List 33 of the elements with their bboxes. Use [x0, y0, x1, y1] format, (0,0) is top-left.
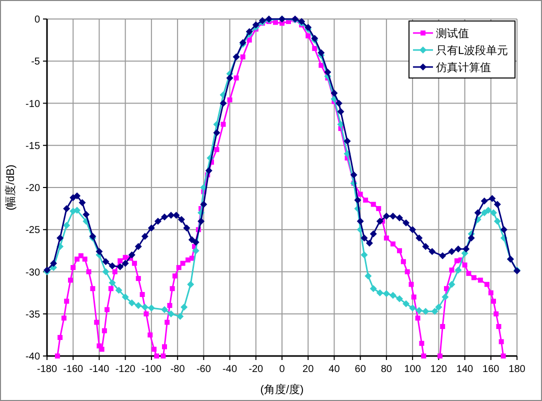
- y-tick-label: -40: [26, 352, 40, 362]
- x-tick-label: 80: [380, 364, 392, 375]
- y-axis-title: (幅度/dB): [4, 164, 17, 210]
- x-tick-label: -100: [141, 364, 162, 375]
- y-tick-label: 0: [34, 14, 40, 26]
- legend-label: 测试值: [436, 27, 469, 40]
- x-tick-label: 20: [302, 364, 314, 375]
- y-tick-label: -10: [26, 98, 40, 110]
- x-axis-title: (角度/度): [260, 383, 304, 396]
- x-tick-label: -20: [248, 364, 264, 375]
- x-tick-label: 180: [508, 364, 526, 375]
- y-tick-label: -15: [26, 140, 40, 152]
- legend-label: 仿真计算值: [435, 61, 491, 74]
- x-tick-label: 0: [279, 364, 286, 375]
- x-tick-label: -40: [222, 364, 238, 375]
- x-tick-label: 100: [404, 364, 422, 375]
- x-tick-label: -180: [36, 364, 58, 375]
- x-tick-label: -80: [170, 364, 186, 375]
- x-tick-label: 120: [430, 364, 448, 375]
- y-tick-label: -5: [31, 56, 40, 68]
- x-tick-label: -120: [115, 364, 136, 375]
- x-tick-label: 60: [354, 364, 366, 375]
- y-tick-label: -25: [26, 225, 40, 236]
- x-tick-label: -60: [196, 364, 212, 375]
- x-tick-label: -140: [89, 364, 110, 375]
- y-tick-label: -20: [26, 183, 40, 194]
- x-tick-label: -160: [63, 364, 84, 375]
- x-tick-label: 160: [482, 364, 500, 375]
- y-tick-label: -35: [26, 309, 40, 320]
- x-tick-label: 140: [456, 364, 474, 375]
- x-tick-label: 40: [328, 364, 340, 375]
- legend-label: 只有L波段单元: [436, 44, 508, 57]
- y-tick-label: -30: [26, 267, 40, 278]
